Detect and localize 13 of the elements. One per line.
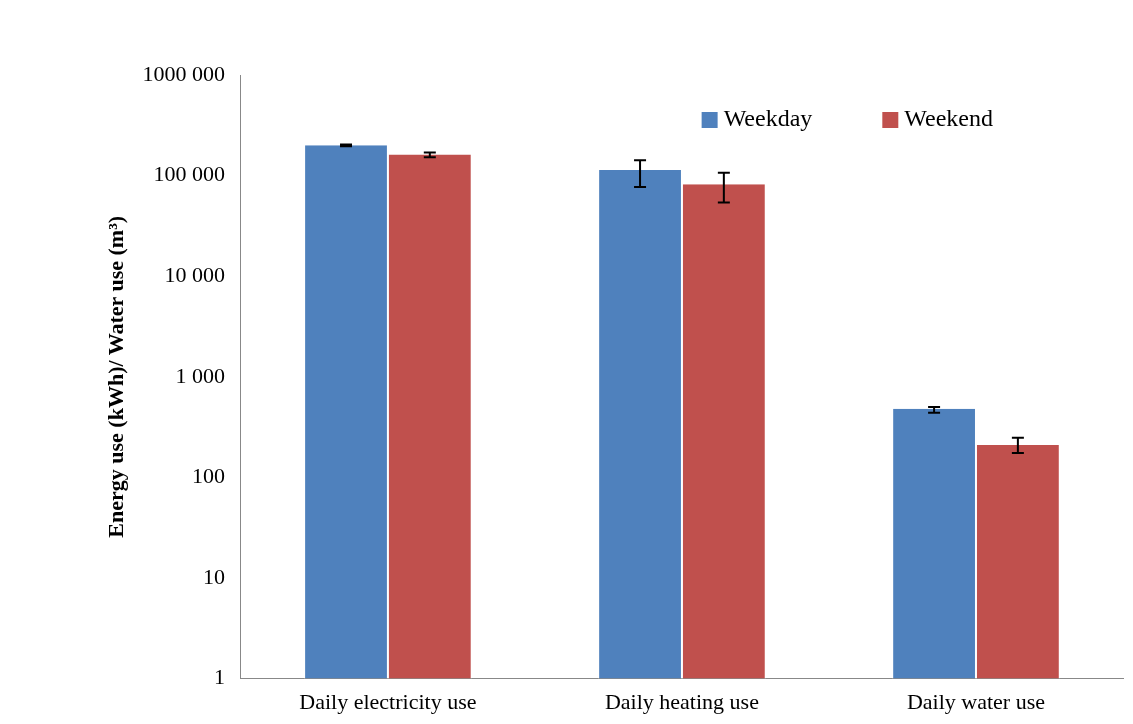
x-tick-label: Daily heating use <box>604 688 759 714</box>
legend-label: Weekend <box>904 105 993 132</box>
x-tick-label: Daily water use <box>906 688 1046 714</box>
y-tick-label: 1 <box>213 664 225 690</box>
y-tick-label: 1 000 <box>175 362 225 388</box>
x-tick-label: Daily electricity use <box>299 688 477 714</box>
y-tick-label: 100 000 <box>153 161 225 187</box>
y-tick-label: 1000 000 <box>142 60 225 86</box>
y-tick-label: 10 000 <box>164 261 225 287</box>
legend-label: Weekday <box>723 105 813 132</box>
y-tick-label: 100 <box>191 463 225 489</box>
y-tick-label: 10 <box>202 563 225 589</box>
y-axis-title: Energy use (kWh)/ Water use (m³) <box>102 215 128 538</box>
